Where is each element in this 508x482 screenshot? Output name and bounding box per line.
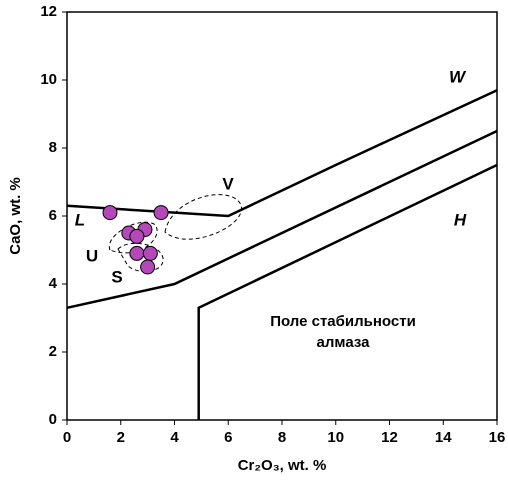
point — [129, 228, 145, 244]
x-tick-label: 14 — [435, 429, 452, 446]
x-tick-label: 10 — [327, 429, 344, 446]
boundary-line — [66, 89, 498, 218]
y-tick-label: 2 — [49, 343, 57, 360]
boundary-line — [66, 129, 498, 310]
point — [140, 259, 156, 275]
y-tick-label: 10 — [40, 71, 57, 88]
plot-frame — [66, 11, 498, 421]
annotation: V — [222, 174, 234, 193]
x-tick-label: 16 — [489, 429, 506, 446]
y-tick-label: 12 — [40, 3, 57, 20]
field-v — [164, 194, 242, 240]
x-tick-label: 8 — [278, 429, 286, 446]
annotation: U — [86, 246, 98, 265]
point — [142, 245, 158, 261]
annotation: W — [449, 67, 467, 86]
x-tick-label: 4 — [170, 429, 179, 446]
point — [129, 245, 145, 261]
y-tick-label: 8 — [49, 139, 57, 156]
boundary-line — [197, 163, 498, 420]
point — [102, 205, 118, 221]
y-tick-label: 0 — [49, 411, 57, 428]
y-tick-label: 6 — [49, 207, 57, 224]
annotation: S — [111, 267, 122, 286]
annotation: H — [454, 210, 467, 229]
field-s — [117, 242, 164, 273]
x-axis-label: Cr₂O₃, wt. % — [238, 457, 327, 474]
annotation: алмаза — [317, 334, 371, 351]
y-tick-label: 4 — [49, 275, 58, 292]
annotation: L — [75, 210, 85, 229]
x-tick-label: 6 — [224, 429, 232, 446]
x-tick-label: 2 — [117, 429, 125, 446]
x-tick-label: 12 — [381, 429, 398, 446]
point — [153, 205, 169, 221]
annotation: Поле стабильности — [270, 313, 416, 330]
x-tick-label: 0 — [63, 429, 71, 446]
y-axis-label: CaO, wt. % — [7, 177, 24, 255]
